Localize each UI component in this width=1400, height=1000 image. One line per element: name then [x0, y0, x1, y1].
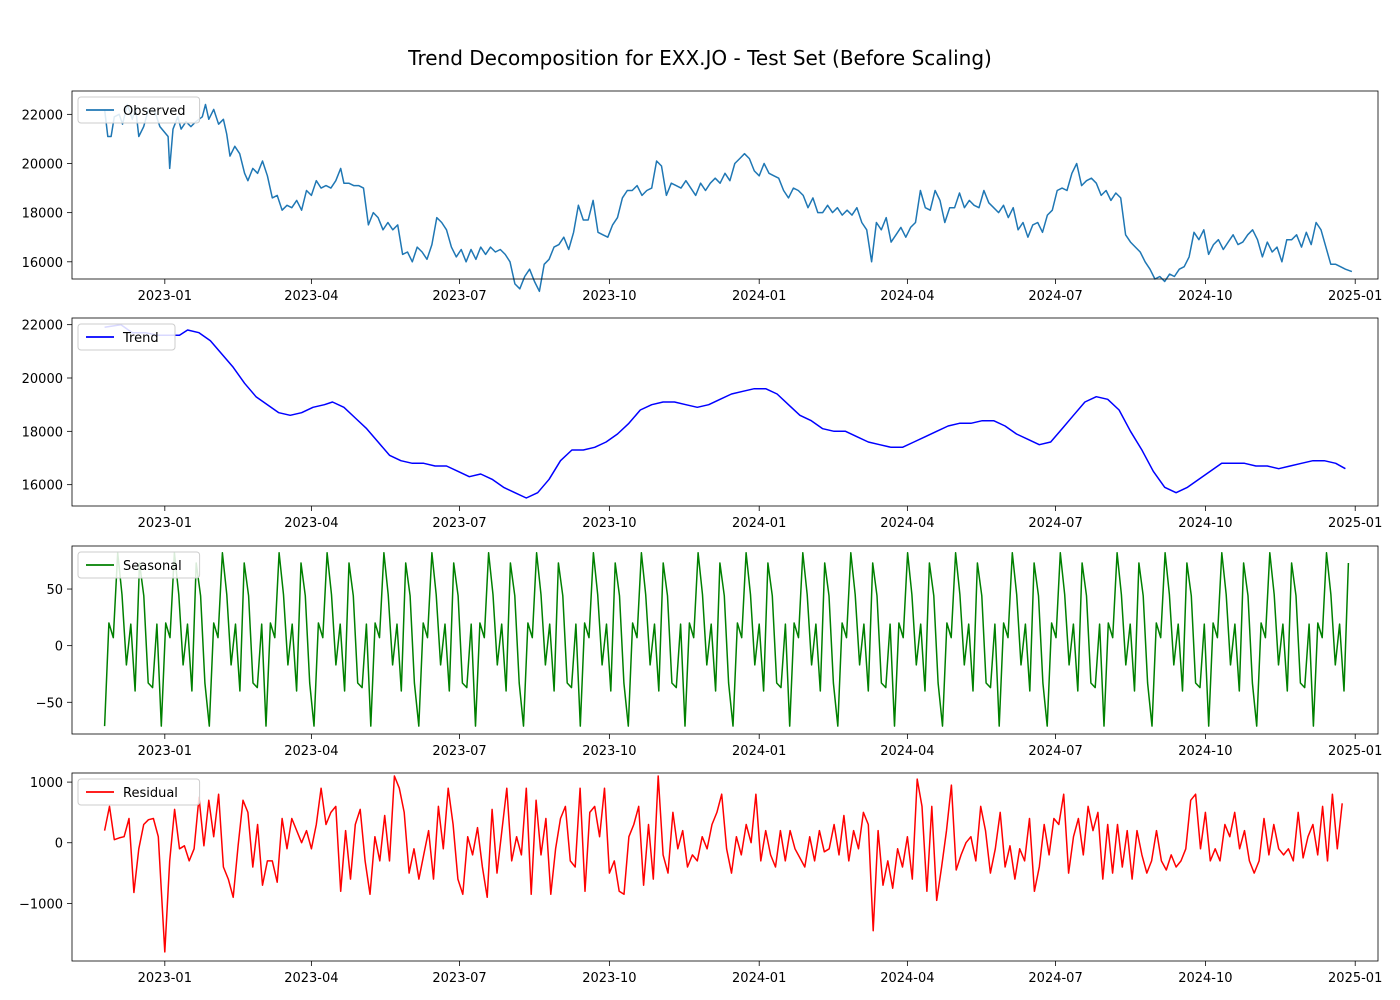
observed-y-tick-label: 16000 — [22, 256, 63, 271]
observed-axes-frame — [71, 90, 1379, 280]
seasonal-x-tick-label: 2024-07 — [1028, 744, 1082, 759]
residual-x-tick-label: 2023-07 — [432, 971, 486, 986]
residual-panel: 2023-01 2023-04 2023-07 2023-10 2024-01 2024-… — [19, 772, 1382, 986]
observed-series-line — [103, 103, 1353, 293]
residual-x-tick-label: 2023-10 — [582, 971, 636, 986]
trend-x-tick-label: 2023-01 — [138, 516, 192, 531]
trend-x-tick-label: 2025-01 — [1328, 516, 1382, 531]
residual-x-tick-label: 2025-01 — [1328, 971, 1382, 986]
figure-title: Trend Decomposition for EXX.JO - Test Se… — [407, 46, 992, 70]
trend-y-tick-label: 18000 — [22, 425, 63, 440]
seasonal-x-tick-label: 2023-07 — [432, 744, 486, 759]
observed-panel: 2023-01 2023-04 2023-07 2023-10 2024-01 2024-… — [22, 90, 1382, 304]
trend-x-tick-label: 2024-10 — [1178, 516, 1232, 531]
observed-x-tick-label: 2024-07 — [1028, 289, 1082, 304]
trend-x-tick-label: 2023-10 — [582, 516, 636, 531]
trend-y-tick-label: 22000 — [22, 319, 63, 334]
seasonal-x-tick-label: 2024-10 — [1178, 744, 1232, 759]
residual-x-tick-label: 2023-01 — [138, 971, 192, 986]
observed-x-tick-label: 2024-01 — [732, 289, 786, 304]
seasonal-x-tick-label: 2024-04 — [880, 744, 934, 759]
observed-x-tick-label: 2024-04 — [880, 289, 934, 304]
observed-x-tick-label: 2023-07 — [432, 289, 486, 304]
residual-legend-label: Residual — [123, 786, 178, 801]
seasonal-y-tick-label: 50 — [46, 583, 63, 598]
residual-y-tick-label: 1000 — [30, 776, 63, 791]
observed-legend: Observed — [77, 96, 201, 124]
residual-x-tick-label: 2023-04 — [284, 971, 338, 986]
seasonal-series-line — [103, 552, 1350, 727]
trend-axes-frame — [71, 317, 1379, 507]
trend-x-tick-label: 2024-04 — [880, 516, 934, 531]
seasonal-y-tick-label: −50 — [36, 696, 63, 711]
panels-group: 2023-01 2023-04 2023-07 2023-10 2024-01 2024-… — [19, 90, 1382, 986]
observed-legend-box — [77, 96, 201, 124]
residual-x-tick-label: 2024-10 — [1178, 971, 1232, 986]
trend-legend-label: Trend — [122, 331, 159, 346]
observed-y-tick-label: 18000 — [22, 207, 63, 222]
observed-x-tick-label: 2025-01 — [1328, 289, 1382, 304]
trend-x-tick-label: 2024-07 — [1028, 516, 1082, 531]
seasonal-axes-frame — [71, 545, 1379, 735]
residual-x-tick-label: 2024-04 — [880, 971, 934, 986]
residual-y-tick-label: −1000 — [19, 897, 63, 912]
seasonal-legend-label: Seasonal — [123, 559, 182, 574]
residual-axes-frame — [71, 772, 1379, 962]
observed-y-tick-label: 20000 — [22, 157, 63, 172]
seasonal-x-tick-label: 2023-01 — [138, 744, 192, 759]
trend-y-tick-label: 20000 — [22, 372, 63, 387]
trend-panel: 2023-01 2023-04 2023-07 2023-10 2024-01 2024-… — [22, 317, 1382, 531]
residual-legend: Residual — [77, 778, 201, 806]
observed-x-tick-label: 2024-10 — [1178, 289, 1232, 304]
observed-x-tick-label: 2023-04 — [284, 289, 338, 304]
seasonal-x-tick-label: 2024-01 — [732, 744, 786, 759]
residual-legend-box — [77, 778, 201, 806]
trend-legend: Trend — [77, 323, 176, 351]
residual-x-tick-label: 2024-01 — [732, 971, 786, 986]
seasonal-legend-box — [77, 551, 201, 579]
seasonal-panel: 2023-01 2023-04 2023-07 2023-10 2024-01 2024-… — [36, 545, 1382, 759]
seasonal-x-tick-label: 2025-01 — [1328, 744, 1382, 759]
observed-x-tick-label: 2023-01 — [138, 289, 192, 304]
seasonal-legend: Seasonal — [77, 551, 201, 579]
trend-x-tick-label: 2024-01 — [732, 516, 786, 531]
trend-legend-box — [77, 323, 176, 351]
trend-x-tick-label: 2023-04 — [284, 516, 338, 531]
residual-y-tick-label: 0 — [55, 837, 63, 852]
seasonal-x-tick-label: 2023-04 — [284, 744, 338, 759]
observed-x-tick-label: 2023-10 — [582, 289, 636, 304]
observed-y-tick-label: 22000 — [22, 108, 63, 123]
seasonal-x-tick-label: 2023-10 — [582, 744, 636, 759]
trend-x-tick-label: 2023-07 — [432, 516, 486, 531]
residual-series-line — [103, 775, 1343, 953]
trend-series-line — [104, 323, 1346, 499]
trend-y-tick-label: 16000 — [22, 479, 63, 494]
seasonal-y-tick-label: 0 — [55, 640, 63, 655]
observed-legend-label: Observed — [123, 104, 186, 119]
residual-x-tick-label: 2024-07 — [1028, 971, 1082, 986]
